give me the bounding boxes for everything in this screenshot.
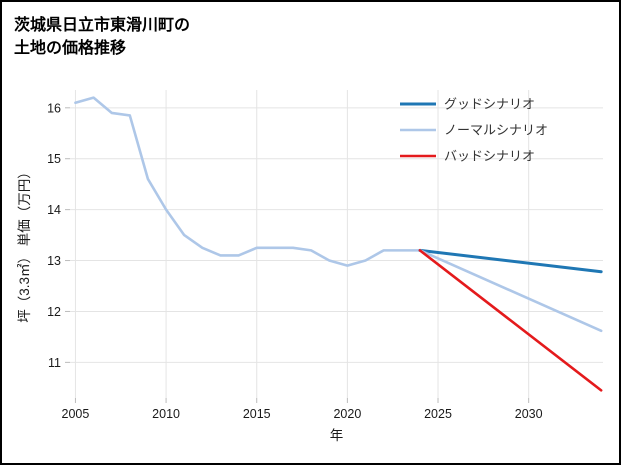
x-tick-label: 2030 <box>515 407 543 421</box>
y-tick-label: 11 <box>48 356 61 370</box>
price-history-line <box>74 96 422 267</box>
chart-title-line1: 茨城県日立市東滑川町の <box>14 17 191 34</box>
x-tick-label: 2020 <box>333 407 361 421</box>
bad-scenario-line <box>418 249 603 392</box>
normal-scenario-line <box>418 249 603 333</box>
chart-title: 茨城県日立市東滑川町の 土地の価格推移 <box>14 14 190 60</box>
normal-scenario-legend-label: ノーマルシナリオ <box>444 123 548 138</box>
y-tick-label: 16 <box>47 101 61 115</box>
y-axis-label: 坪（3.3㎡） 単価（万円） <box>17 165 32 323</box>
y-tick-label: 15 <box>47 152 61 166</box>
y-tick-label: 13 <box>47 254 61 268</box>
y-tick-label: 14 <box>47 203 61 217</box>
x-tick-label: 2025 <box>424 407 452 421</box>
chart-title-line2: 土地の価格推移 <box>14 40 127 58</box>
x-axis-label: 年 <box>330 428 344 443</box>
bad-scenario-legend-label: バッドシナリオ <box>444 149 535 164</box>
y-tick-label: 12 <box>47 305 61 319</box>
good-scenario-legend-label: グッドシナリオ <box>444 97 535 112</box>
x-tick-label: 2010 <box>152 407 180 421</box>
good-scenario-line <box>418 248 603 274</box>
x-tick-label: 2015 <box>243 407 271 421</box>
x-tick-label: 2005 <box>62 407 90 421</box>
